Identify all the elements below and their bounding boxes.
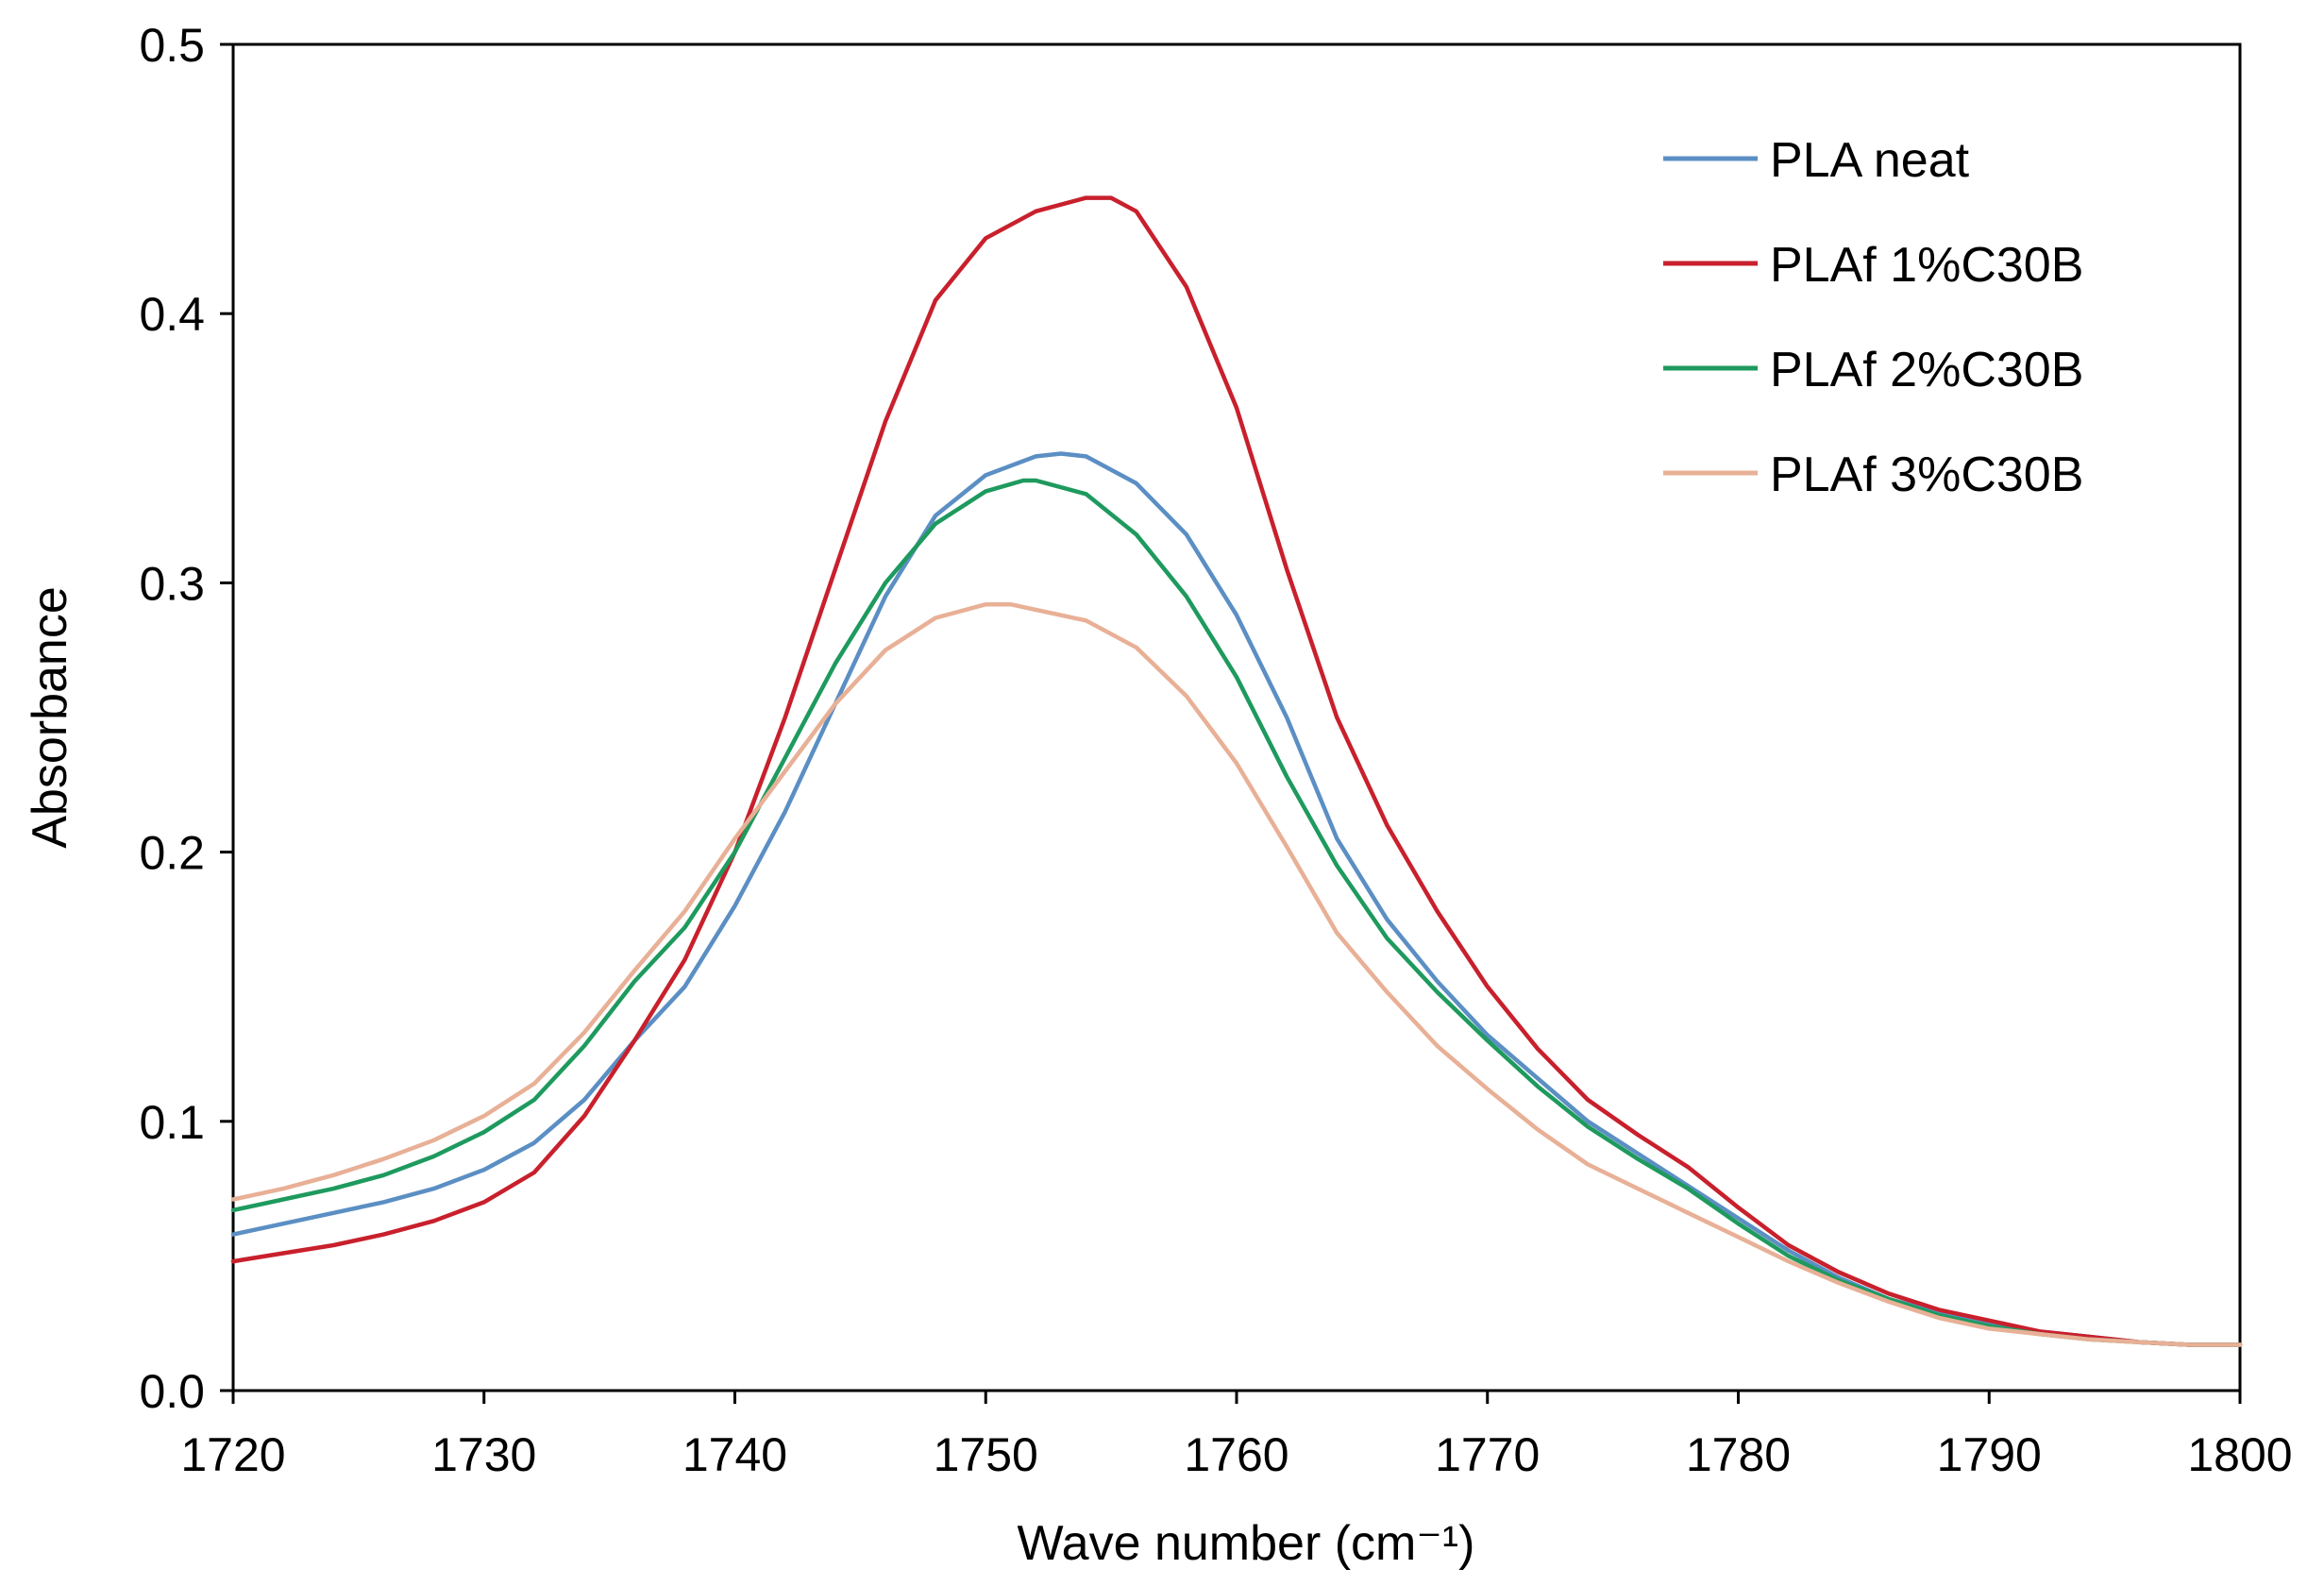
series-line-4 (230, 601, 2243, 1347)
x-tick-label: 1790 (1937, 1428, 2042, 1481)
legend-label: PLA neat (1770, 133, 1970, 188)
x-tick-label: 1760 (1184, 1428, 1288, 1481)
series-line-2 (230, 195, 2243, 1347)
x-tick-label: 1800 (2187, 1428, 2292, 1481)
series-line-3 (230, 478, 2243, 1347)
x-tick-label: 1770 (1435, 1428, 1540, 1481)
x-tick-label: 1730 (431, 1428, 536, 1481)
legend: PLA neat PLAf 1%C30B PLAf 2%C30B PLAf 3%C30… (1663, 133, 2083, 502)
legend-label: PLAf 2%C30B (1770, 343, 2083, 397)
legend-label: PLAf 1%C30B (1770, 238, 2083, 293)
x-axis-title: Wave number (cm⁻¹) (1018, 1516, 1475, 1571)
x-tick-label: 1780 (1686, 1428, 1791, 1481)
y-axis-ticks: 0.0 0.1 0.2 0.3 0.4 0.5 (139, 19, 233, 1418)
y-axis-title: Absorbance (23, 586, 77, 849)
y-tick-label: 0.1 (139, 1096, 205, 1149)
x-axis-ticks: 1720 1730 1740 1750 1760 1770 1780 1790 1800 (180, 1391, 2293, 1481)
series-layer (230, 195, 2243, 1347)
x-tick-label: 1740 (682, 1428, 787, 1481)
y-tick-label: 0.3 (139, 557, 205, 610)
y-tick-label: 0.4 (139, 288, 205, 341)
x-tick-label: 1720 (180, 1428, 285, 1481)
y-tick-label: 0.2 (139, 827, 205, 880)
y-tick-label: 0.0 (139, 1365, 205, 1418)
y-tick-label: 0.5 (139, 19, 205, 72)
x-tick-label: 1750 (934, 1428, 1038, 1481)
legend-label: PLAf 3%C30B (1770, 447, 2083, 502)
